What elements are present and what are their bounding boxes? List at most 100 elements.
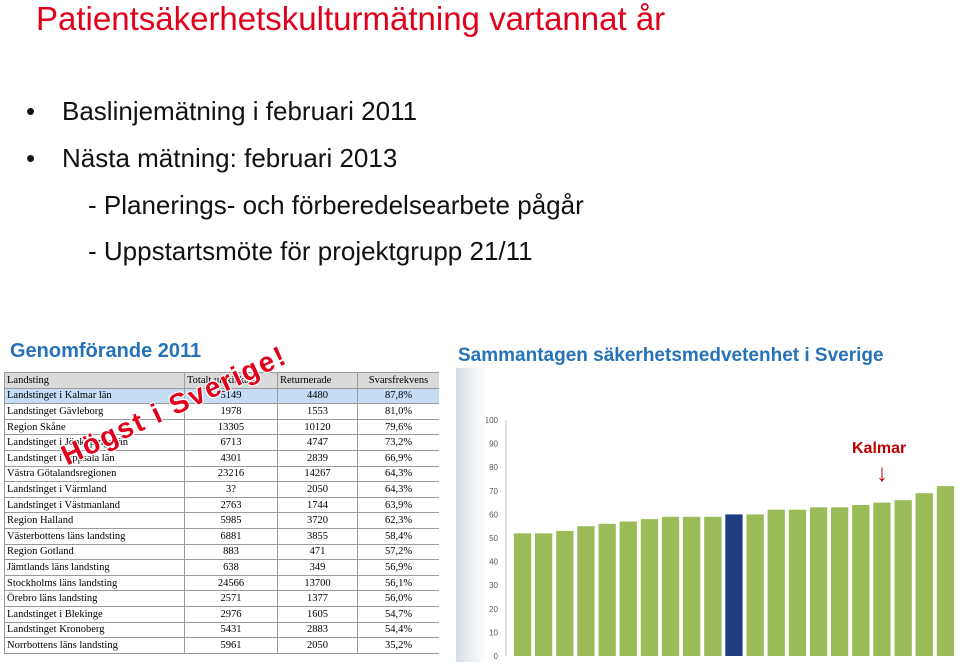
bar: [683, 516, 701, 656]
table-row: Landstinget i Blekinge 2976 1605 54,7%: [4, 605, 439, 623]
cell-county: Landstinget Kronoberg: [4, 621, 185, 639]
table-row: Jämtlands läns landsting 638 349 56,9%: [4, 559, 439, 576]
cell-sent: 2763: [184, 496, 278, 514]
bar: [915, 493, 933, 656]
y-tick-label: 20: [489, 605, 498, 614]
table-row: Landstinget Gävleborg 1978 1553 81,0%: [4, 403, 439, 420]
table-row: Landstinget i Kalmar län 5149 4480 87,8%: [4, 387, 439, 405]
cell-sent: 5431: [184, 621, 278, 639]
cell-sent: 13305: [184, 418, 278, 436]
cell-sent: 24566: [184, 574, 278, 592]
cell-response-rate: 56,0%: [357, 590, 439, 607]
kalmar-arrow-icon: ↓: [876, 460, 888, 487]
cell-county: Örebro läns landsting: [4, 590, 185, 607]
bar: [535, 533, 553, 656]
chart-side-shade: [456, 368, 486, 662]
bar: [894, 500, 912, 656]
bar: [809, 507, 828, 656]
table-row: Landstinget i Jönköpings län 6713 4747 73,2…: [4, 434, 439, 451]
bullet-next-measurement: • Nästa mätning: februari 2013: [26, 143, 398, 174]
cell-returned: 4747: [277, 434, 358, 451]
cell-returned: 3855: [277, 527, 358, 545]
safety-chart-area: 0 10 20 30 40 50 60 70 80 90 100: [456, 368, 960, 662]
cell-returned: 1553: [277, 403, 358, 420]
table-row: Region Gotland 883 471 57,2%: [4, 543, 439, 561]
cell-response-rate: 62,3%: [357, 512, 439, 529]
cell-county: Landstinget i Västmanland: [4, 496, 185, 514]
y-tick-label: 30: [489, 581, 498, 590]
cell-response-rate: 58,4%: [357, 527, 439, 545]
bar: [577, 526, 595, 656]
y-tick-label: 50: [489, 534, 498, 543]
cell-response-rate: 64,3%: [357, 465, 439, 483]
header-response-rate: Svarsfrekvens: [357, 372, 439, 389]
bar: [598, 523, 616, 656]
slide-title: Patientsäkerhetskulturmätning vartannat …: [36, 0, 666, 37]
response-rate-table-container: Landsting Totalt utskickade Returnerade …: [4, 372, 439, 654]
cell-response-rate: 73,2%: [357, 434, 439, 451]
bar: [619, 521, 637, 656]
cell-response-rate: 79,6%: [357, 418, 439, 436]
bar: [788, 509, 807, 656]
table-row: Landstinget Kronoberg 5431 2883 54,4%: [4, 621, 439, 639]
bar: [852, 505, 870, 656]
bar: [873, 502, 891, 656]
table-row: Landstinget i Västmanland 2763 1744 63,9%: [4, 496, 439, 514]
safety-bar-chart: 0 10 20 30 40 50 60 70 80 90 100: [485, 416, 955, 661]
bullet-text: - Planerings- och förberedelsearbete påg…: [88, 190, 584, 220]
y-tick-label: 60: [489, 510, 498, 519]
y-tick-label: 100: [485, 416, 499, 425]
cell-returned: 2050: [277, 481, 358, 498]
bullet-baseline: • Baslinjemätning i februari 2011: [26, 96, 417, 127]
cell-county: Västerbottens läns landsting: [4, 527, 185, 545]
cell-returned: 14267: [277, 465, 358, 483]
cell-sent: 883: [184, 543, 278, 561]
header-sent: Totalt utskickade: [184, 372, 278, 389]
bar: [831, 507, 849, 656]
cell-county: Landstinget i Kalmar län: [4, 387, 185, 405]
cell-sent: 5149: [184, 387, 278, 405]
cell-response-rate: 54,7%: [357, 605, 439, 623]
cell-response-rate: 66,9%: [357, 449, 439, 467]
cell-county: Landstinget i Värmland: [4, 481, 185, 498]
response-rate-table: Landsting Totalt utskickade Returnerade …: [4, 372, 439, 654]
bar: [661, 516, 680, 656]
y-tick-label: 10: [489, 628, 498, 637]
cell-sent: 638: [184, 559, 278, 576]
cell-sent: 4301: [184, 449, 278, 467]
cell-response-rate: 81,0%: [357, 403, 439, 420]
cell-county: Jämtlands läns landsting: [4, 559, 185, 576]
cell-county: Landstinget i Blekinge: [4, 605, 185, 623]
cell-returned: 13700: [277, 574, 358, 592]
cell-county: Region Gotland: [4, 543, 185, 561]
cell-returned: 3720: [277, 512, 358, 529]
table-heading: Genomförande 2011: [10, 340, 202, 362]
header-returned: Returnerade: [277, 372, 358, 389]
table-row: Region Halland 5985 3720 62,3%: [4, 512, 439, 529]
bullet-marker: •: [26, 96, 36, 126]
cell-response-rate: 35,2%: [357, 637, 439, 654]
cell-sent: 5985: [184, 512, 278, 529]
table-row: Stockholms läns landsting 24566 13700 56,1%: [4, 574, 439, 592]
cell-returned: 2883: [277, 621, 358, 639]
cell-returned: 1377: [277, 590, 358, 607]
kalmar-annotation: Kalmar: [852, 440, 907, 457]
cell-returned: 349: [277, 559, 358, 576]
cell-response-rate: 56,9%: [357, 559, 439, 576]
bar: [704, 516, 722, 656]
cell-sent: 6713: [184, 434, 278, 451]
bar: [767, 509, 785, 656]
table-row: Landstinget i Värmland 3? 2050 64,3%: [4, 481, 439, 498]
cell-sent: 2571: [184, 590, 278, 607]
bullet-marker: •: [26, 143, 36, 173]
bar: [556, 530, 574, 656]
bullet-text: Nästa mätning: februari 2013: [62, 143, 398, 173]
cell-response-rate: 64,3%: [357, 481, 439, 498]
y-tick-label: 80: [489, 463, 498, 472]
y-tick-label: 70: [489, 487, 498, 496]
cell-returned: 2839: [277, 449, 358, 467]
cell-county: Västra Götalandsregionen: [4, 465, 185, 483]
cell-returned: 1744: [277, 496, 358, 514]
cell-returned: 4480: [277, 387, 358, 405]
cell-sent: 5961: [184, 637, 278, 654]
